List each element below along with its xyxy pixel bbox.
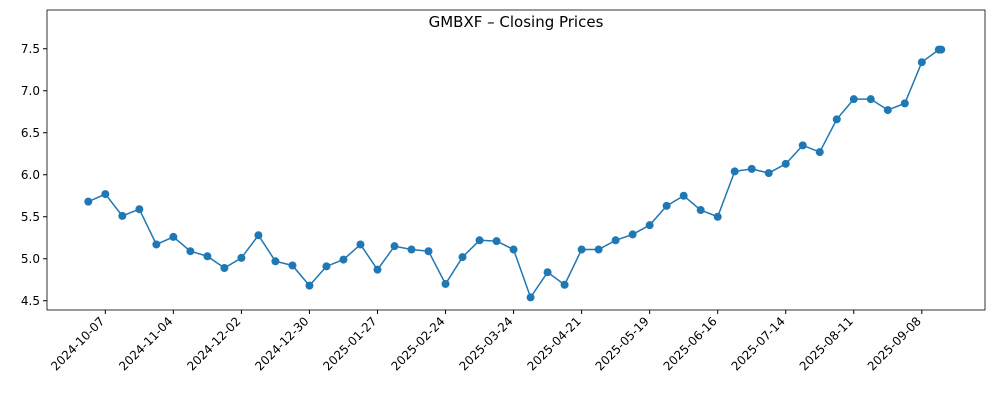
y-tick-label: 7.0	[21, 84, 40, 98]
point	[186, 247, 195, 256]
point	[526, 293, 535, 302]
point	[84, 197, 93, 206]
point	[356, 240, 365, 249]
y-tick-label: 5.5	[21, 210, 40, 224]
point	[937, 45, 946, 54]
point	[543, 268, 552, 277]
x-tick-label: 2024-12-30	[252, 314, 311, 373]
x-tick-label: 2025-01-27	[320, 314, 379, 373]
point	[305, 281, 314, 290]
y-tick-label: 5.0	[21, 252, 40, 266]
point	[747, 164, 756, 173]
point	[288, 261, 297, 270]
point	[373, 265, 382, 274]
point	[662, 201, 671, 210]
x-tick-label: 2025-05-19	[593, 314, 652, 373]
point	[203, 252, 212, 261]
point	[577, 245, 586, 254]
point	[509, 245, 518, 254]
chart-title: GMBXF – Closing Prices	[429, 13, 604, 31]
x-tick-label: 2025-09-08	[865, 314, 924, 373]
point	[713, 212, 722, 221]
point	[390, 242, 399, 251]
plot-frame	[46, 9, 986, 311]
x-tick-label: 2024-12-02	[184, 314, 243, 373]
y-tick-label: 4.5	[21, 294, 40, 308]
x-tick-label: 2025-03-24	[456, 314, 515, 373]
point	[679, 191, 688, 200]
y-tick-label: 6.5	[21, 126, 40, 140]
line	[88, 48, 942, 300]
x-tick-label: 2025-06-16	[661, 314, 720, 373]
point	[883, 106, 892, 115]
point	[492, 237, 501, 246]
y-tick-label: 6.0	[21, 168, 40, 182]
x-tick-label: 2024-11-04	[116, 314, 175, 373]
point	[781, 159, 790, 168]
y-tick-label: 7.5	[21, 42, 40, 56]
point	[169, 232, 178, 241]
point	[900, 99, 909, 108]
point	[101, 190, 110, 199]
point	[798, 141, 807, 150]
point	[118, 211, 127, 220]
point	[815, 148, 824, 157]
point	[475, 236, 484, 245]
point	[322, 262, 331, 271]
point	[645, 221, 654, 230]
point	[696, 206, 705, 215]
point	[866, 95, 875, 104]
point	[560, 280, 569, 289]
point	[730, 167, 739, 176]
point	[764, 169, 773, 178]
point	[339, 255, 348, 264]
point	[220, 264, 229, 272]
x-tick-label: 2025-02-24	[388, 314, 447, 373]
point	[849, 95, 858, 104]
point	[832, 115, 841, 124]
point	[254, 231, 263, 240]
point	[152, 240, 161, 249]
x-tick-label: 2025-08-11	[797, 314, 856, 373]
point	[441, 279, 450, 288]
point	[271, 257, 280, 266]
point	[594, 245, 603, 254]
point	[237, 253, 246, 262]
x-tick-label: 2024-10-07	[48, 314, 107, 373]
x-tick-label: 2025-04-21	[525, 314, 584, 373]
point	[611, 236, 620, 245]
x-tick-label: 2025-07-14	[729, 314, 788, 373]
point	[458, 253, 467, 262]
point	[628, 230, 637, 239]
point	[424, 247, 433, 256]
point	[917, 58, 926, 67]
point	[407, 245, 416, 254]
point	[135, 205, 144, 214]
